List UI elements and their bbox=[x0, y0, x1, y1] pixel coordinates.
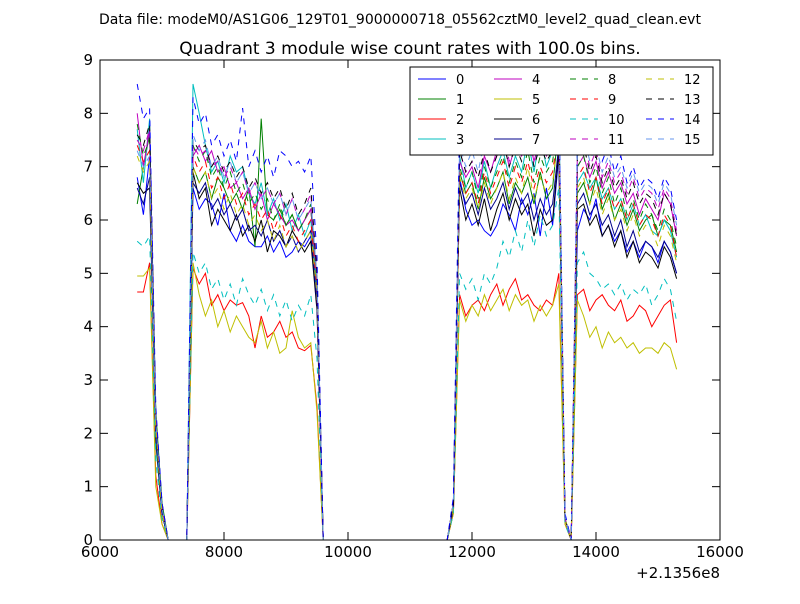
legend-label-8: 8 bbox=[608, 73, 616, 88]
series-6-line bbox=[136, 150, 678, 541]
legend-label-6: 6 bbox=[532, 113, 540, 128]
y-tick-label: 5 bbox=[83, 264, 93, 282]
x-tick-label: 14000 bbox=[572, 543, 620, 561]
x-tick-label: 16000 bbox=[696, 543, 744, 561]
x-tick-label: 10000 bbox=[324, 543, 372, 561]
chart-title: Quadrant 3 module wise count rates with … bbox=[179, 39, 640, 59]
series-2-line bbox=[137, 262, 678, 541]
legend-label-11: 11 bbox=[608, 133, 625, 148]
legend-label-2: 2 bbox=[456, 113, 464, 128]
series-13-line bbox=[136, 107, 678, 541]
legend-label-5: 5 bbox=[532, 93, 540, 108]
y-tick-label: 7 bbox=[83, 158, 93, 176]
plot-frame bbox=[99, 59, 721, 541]
series-0-line bbox=[136, 155, 678, 541]
y-tick-label: 8 bbox=[83, 104, 93, 122]
legend-label-12: 12 bbox=[684, 73, 701, 88]
y-tick-label: 4 bbox=[83, 318, 93, 336]
x-tick-label: 12000 bbox=[448, 543, 496, 561]
series-9-line bbox=[136, 129, 678, 541]
series-7-line bbox=[136, 145, 678, 541]
y-tick-label: 3 bbox=[83, 371, 93, 389]
legend-label-14: 14 bbox=[684, 113, 701, 128]
series-5-line bbox=[137, 262, 678, 541]
legend-label-3: 3 bbox=[456, 133, 464, 148]
legend-label-10: 10 bbox=[608, 113, 625, 128]
x-tick-label: 8000 bbox=[205, 543, 243, 561]
legend-label-1: 1 bbox=[456, 93, 464, 108]
figure-suptitle: Data file: modeM0/AS1G06_129T01_90000007… bbox=[99, 12, 701, 28]
legend-label-15: 15 bbox=[684, 133, 701, 148]
y-tick-label: 1 bbox=[83, 478, 93, 496]
y-tick-label: 0 bbox=[83, 531, 93, 549]
y-tick-label: 6 bbox=[83, 211, 93, 229]
series-10-line bbox=[136, 187, 678, 541]
y-tick-label: 2 bbox=[83, 424, 93, 442]
series-12-line bbox=[136, 134, 678, 541]
legend-label-13: 13 bbox=[684, 93, 701, 108]
series-8-line bbox=[136, 118, 678, 541]
legend-label-0: 0 bbox=[456, 73, 464, 88]
x-offset-label: +2.1356e8 bbox=[636, 564, 720, 582]
series-15-line bbox=[136, 102, 678, 541]
legend-label-9: 9 bbox=[608, 93, 616, 108]
legend-label-7: 7 bbox=[532, 133, 540, 148]
legend-label-4: 4 bbox=[532, 73, 540, 88]
y-tick-label: 9 bbox=[83, 51, 93, 69]
x-tick-label: 6000 bbox=[81, 543, 119, 561]
legend-box bbox=[409, 66, 714, 156]
series-1-line bbox=[136, 118, 678, 541]
